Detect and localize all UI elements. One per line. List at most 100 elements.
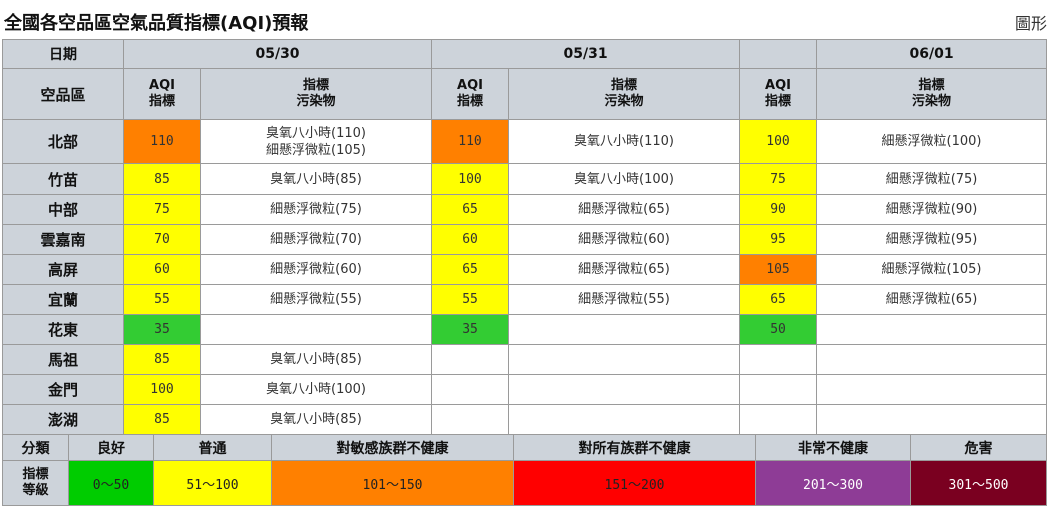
legend-level-range: 151～200 xyxy=(513,460,756,506)
region-name: 竹苗 xyxy=(2,163,124,195)
pollutant-text: 細懸浮微粒(65) xyxy=(578,262,670,277)
date-header-3: 06/01 xyxy=(816,39,1048,69)
aqi-header-line1: AQI xyxy=(149,78,175,93)
pollutant-cell xyxy=(508,314,741,345)
legend-category-label: 分類 xyxy=(2,434,69,461)
pollutant-cell: 細懸浮微粒(105) xyxy=(816,254,1048,285)
pollutant-cell: 臭氧八小時(100) xyxy=(199,374,433,405)
aqi-forecast-table: 日期 05/30 05/31 06/01 空品區 AQI 指標 指標 污染物 AQI… xyxy=(2,39,1048,435)
pollutant-text: 細懸浮微粒(90) xyxy=(885,202,978,217)
legend-level-name: 普通 xyxy=(153,434,272,461)
pollutant-cell xyxy=(508,374,741,405)
table-row: 高屏 60 細懸浮微粒(60) 65 細懸浮微粒(65) 105 細懸浮微粒(105) xyxy=(2,254,1048,285)
pollutant-text: 細懸浮微粒(60) xyxy=(578,232,670,247)
table-row: 北部 110 臭氧八小時(110) 細懸浮微粒(105) 110 臭氧八小時(110) 10… xyxy=(2,119,1048,164)
aqi-header-line1: AQI xyxy=(765,78,791,93)
pollutant-text: 細懸浮微粒(100) xyxy=(881,134,982,149)
aqi-value-cell: 65 xyxy=(431,194,510,225)
aqi-value-cell xyxy=(431,374,510,405)
aqi-value-cell: 85 xyxy=(123,404,201,435)
pollutant-text: 細懸浮微粒(65) xyxy=(578,202,670,217)
pollutant-cell: 臭氧八小時(110) 細懸浮微粒(105) xyxy=(199,119,433,164)
aqi-value-cell xyxy=(739,404,818,435)
pollutant-header: 指標 污染物 xyxy=(816,68,1048,120)
table-row: 金門 100 臭氧八小時(100) xyxy=(2,374,1048,405)
aqi-value-cell: 95 xyxy=(739,224,818,255)
region-name: 金門 xyxy=(2,374,124,405)
pollutant-cell xyxy=(816,314,1048,345)
pollutant-text: 臭氧八小時(110) xyxy=(574,134,674,149)
region-name: 馬祖 xyxy=(2,344,124,375)
aqi-value-cell: 110 xyxy=(123,119,201,164)
pollutant-cell: 臭氧八小時(110) xyxy=(508,119,741,164)
aqi-value-cell xyxy=(431,404,510,435)
pollutant-text: 細懸浮微粒(60) xyxy=(270,262,362,277)
region-name: 北部 xyxy=(2,119,124,164)
pollutant-text: 細懸浮微粒(95) xyxy=(885,232,978,247)
legend-level-name: 危害 xyxy=(910,434,1047,461)
pollutant-cell: 細懸浮微粒(75) xyxy=(199,194,433,225)
graph-view-link[interactable]: 圖形 xyxy=(1014,14,1047,33)
pollutant-cell xyxy=(816,374,1048,405)
pollutant-header-line1: 指標 xyxy=(918,78,945,93)
region-name: 花東 xyxy=(2,314,124,345)
pollutant-header-line1: 指標 xyxy=(611,78,638,93)
region-name: 中部 xyxy=(2,194,124,225)
legend-range-row: 指標 等級 0～50 51～100 101～150 151～200 201～300 301～… xyxy=(2,460,1047,506)
aqi-value-cell: 110 xyxy=(431,119,510,164)
aqi-value-cell: 105 xyxy=(739,254,818,285)
date-header-1: 05/30 xyxy=(122,39,433,69)
pollutant-text: 細懸浮微粒(75) xyxy=(885,171,978,187)
aqi-value-cell: 60 xyxy=(123,254,201,285)
legend-level-range: 101～150 xyxy=(271,460,514,506)
legend-level-range: 51～100 xyxy=(153,460,272,506)
pollutant-cell: 細懸浮微粒(65) xyxy=(508,254,741,285)
pollutant-header-line2: 污染物 xyxy=(296,94,336,109)
aqi-value-cell xyxy=(431,344,510,375)
aqi-value-cell: 85 xyxy=(123,344,201,375)
pollutant-cell xyxy=(816,404,1048,435)
table-row: 馬祖 85 臭氧八小時(85) xyxy=(2,344,1048,375)
pollutant-cell: 細懸浮微粒(55) xyxy=(199,284,433,315)
pollutant-text: 臭氧八小時(85) xyxy=(270,171,362,187)
pollutant-header: 指標 污染物 xyxy=(199,68,433,120)
legend-level-name: 對敏感族群不健康 xyxy=(271,434,514,461)
aqi-value-cell: 65 xyxy=(739,284,818,315)
pollutant-text: 細懸浮微粒(105) xyxy=(266,142,366,158)
column-header-row: 空品區 AQI 指標 指標 污染物 AQI 指標 指標 污染物 AQI 指標 指標 污染物 xyxy=(2,68,1048,120)
date-header-3-spacer xyxy=(739,39,817,69)
pollutant-text: 細懸浮微粒(105) xyxy=(881,262,982,277)
aqi-value-cell xyxy=(739,344,818,375)
aqi-legend-table: 分類 良好 普通 對敏感族群不健康 對所有族群不健康 非常不健康 危害 指標 等級 0～50… xyxy=(2,434,1047,506)
aqi-value-cell: 85 xyxy=(123,163,201,195)
legend-level-name: 良好 xyxy=(68,434,154,461)
aqi-value-cell: 100 xyxy=(431,163,510,195)
table-row: 宜蘭 55 細懸浮微粒(55) 55 細懸浮微粒(55) 65 細懸浮微粒(65) xyxy=(2,284,1048,315)
table-row: 中部 75 細懸浮微粒(75) 65 細懸浮微粒(65) 90 細懸浮微粒(90) xyxy=(2,194,1048,225)
aqi-value-cell: 90 xyxy=(739,194,818,225)
aqi-value-cell: 55 xyxy=(431,284,510,315)
pollutant-cell: 細懸浮微粒(65) xyxy=(508,194,741,225)
aqi-header-line2: 指標 xyxy=(148,94,175,109)
pollutant-text: 細懸浮微粒(75) xyxy=(270,202,362,217)
pollutant-text: 臭氧八小時(85) xyxy=(270,352,362,367)
title-bar: 全國各空品區空氣品質指標(AQI)預報 圖形 xyxy=(0,0,1053,38)
pollutant-cell: 細懸浮微粒(75) xyxy=(816,163,1048,195)
aqi-value-cell: 35 xyxy=(431,314,510,345)
pollutant-header-line2: 污染物 xyxy=(604,94,644,109)
legend-index-label-line1: 指標 xyxy=(22,467,49,482)
pollutant-cell: 細懸浮微粒(65) xyxy=(816,284,1048,315)
pollutant-text: 細懸浮微粒(55) xyxy=(270,292,362,307)
region-name: 澎湖 xyxy=(2,404,124,435)
legend-index-label: 指標 等級 xyxy=(2,460,69,506)
aqi-value-cell xyxy=(739,374,818,405)
aqi-value-cell: 55 xyxy=(123,284,201,315)
aqi-value-cell: 50 xyxy=(739,314,818,345)
table-row: 雲嘉南 70 細懸浮微粒(70) 60 細懸浮微粒(60) 95 細懸浮微粒(95) xyxy=(2,224,1048,255)
aqi-header-line2: 指標 xyxy=(457,94,484,109)
pollutant-cell xyxy=(816,344,1048,375)
pollutant-cell xyxy=(199,314,433,345)
pollutant-text: 細懸浮微粒(70) xyxy=(270,232,362,247)
legend-level-range: 301～500 xyxy=(910,460,1047,506)
page-title: 全國各空品區空氣品質指標(AQI)預報 xyxy=(4,13,309,34)
